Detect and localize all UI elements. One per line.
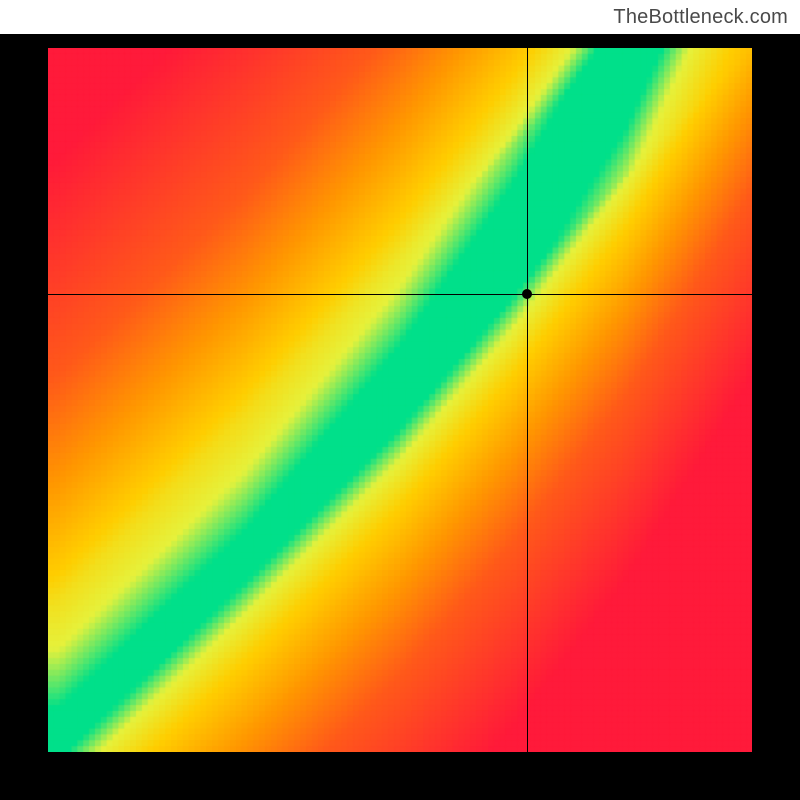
chart-outer-border xyxy=(0,34,800,800)
attribution-text: TheBottleneck.com xyxy=(613,6,788,29)
chart-frame: TheBottleneck.com xyxy=(0,0,800,800)
bottleneck-heatmap xyxy=(48,48,752,752)
